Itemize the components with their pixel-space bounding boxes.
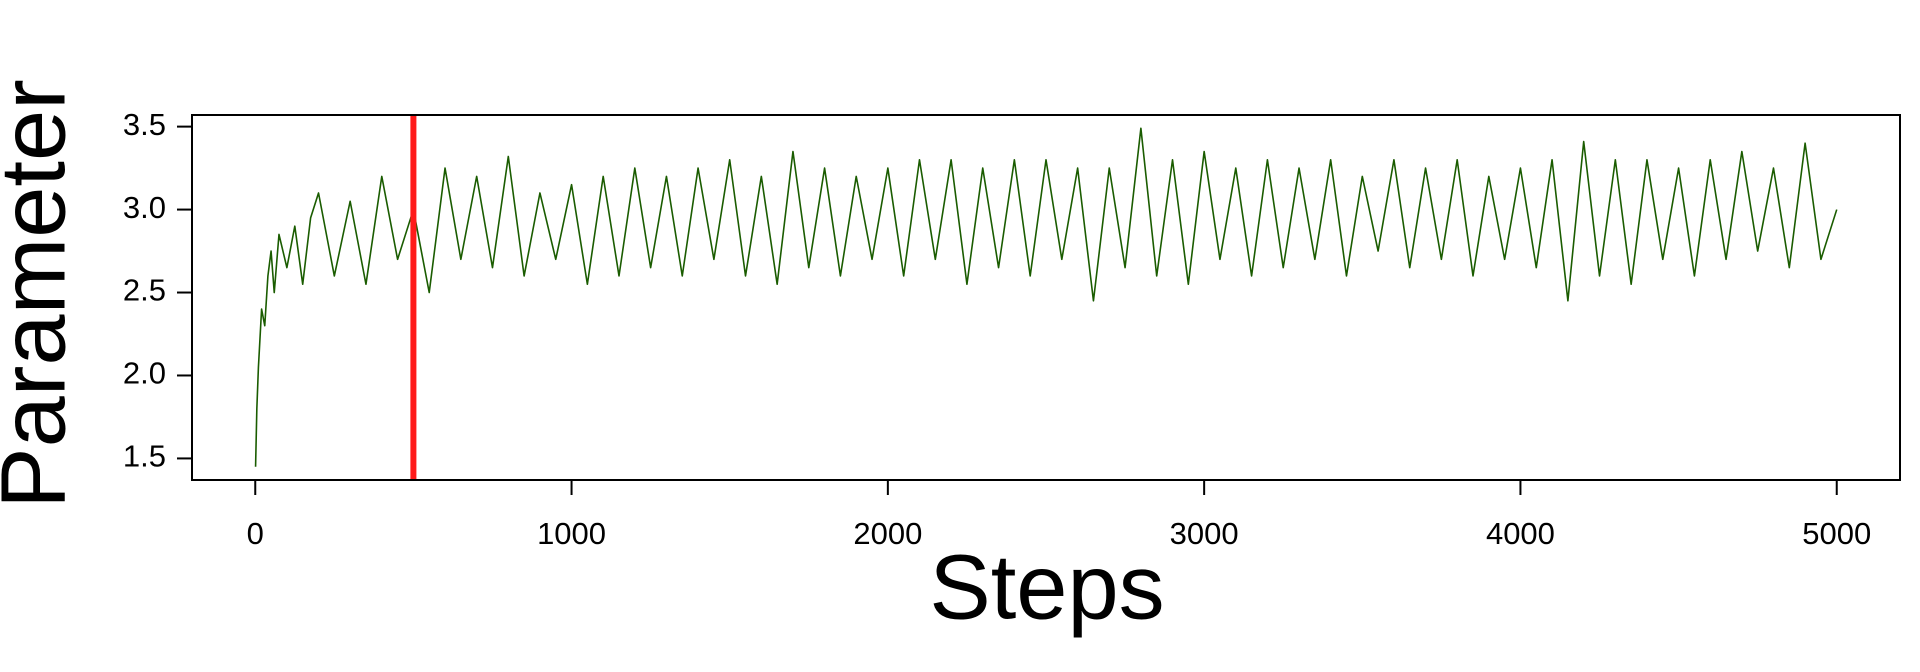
- y-tick-label: 3.0: [123, 190, 166, 225]
- y-axis-title: Parameter: [0, 79, 84, 509]
- x-tick-label: 3000: [1170, 516, 1239, 551]
- y-tick-label: 1.5: [123, 439, 166, 474]
- x-axis-title: Steps: [929, 536, 1164, 638]
- y-tick-label: 3.5: [123, 107, 166, 142]
- trace-line: [254, 127, 1838, 467]
- x-tick-label: 1000: [537, 516, 606, 551]
- x-tick-label: 4000: [1486, 516, 1555, 551]
- y-tick-label: 2.0: [123, 356, 166, 391]
- x-tick-label: 0: [247, 516, 264, 551]
- x-tick-label: 5000: [1802, 516, 1871, 551]
- x-tick-label: 2000: [853, 516, 922, 551]
- plot-frame: [191, 114, 1901, 481]
- y-tick-label: 2.5: [123, 273, 166, 308]
